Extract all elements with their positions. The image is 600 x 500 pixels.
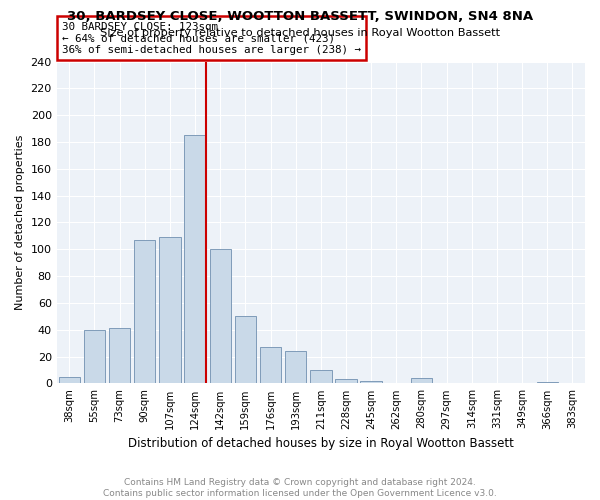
Y-axis label: Number of detached properties: Number of detached properties xyxy=(15,135,25,310)
Text: Contains HM Land Registry data © Crown copyright and database right 2024.
Contai: Contains HM Land Registry data © Crown c… xyxy=(103,478,497,498)
Bar xyxy=(59,376,80,384)
Text: Size of property relative to detached houses in Royal Wootton Bassett: Size of property relative to detached ho… xyxy=(100,28,500,38)
Bar xyxy=(209,250,231,384)
Bar xyxy=(84,330,105,384)
Bar xyxy=(335,380,356,384)
X-axis label: Distribution of detached houses by size in Royal Wootton Bassett: Distribution of detached houses by size … xyxy=(128,437,514,450)
Bar xyxy=(235,316,256,384)
Bar xyxy=(260,347,281,384)
Text: 30 BARDSEY CLOSE: 123sqm
← 64% of detached houses are smaller (423)
36% of semi-: 30 BARDSEY CLOSE: 123sqm ← 64% of detach… xyxy=(62,22,361,55)
Text: 30, BARDSEY CLOSE, WOOTTON BASSETT, SWINDON, SN4 8NA: 30, BARDSEY CLOSE, WOOTTON BASSETT, SWIN… xyxy=(67,10,533,23)
Bar xyxy=(310,370,332,384)
Bar xyxy=(361,380,382,384)
Bar xyxy=(109,328,130,384)
Bar xyxy=(184,136,206,384)
Bar xyxy=(134,240,155,384)
Bar xyxy=(285,351,307,384)
Bar xyxy=(411,378,432,384)
Bar xyxy=(536,382,558,384)
Bar xyxy=(159,237,181,384)
